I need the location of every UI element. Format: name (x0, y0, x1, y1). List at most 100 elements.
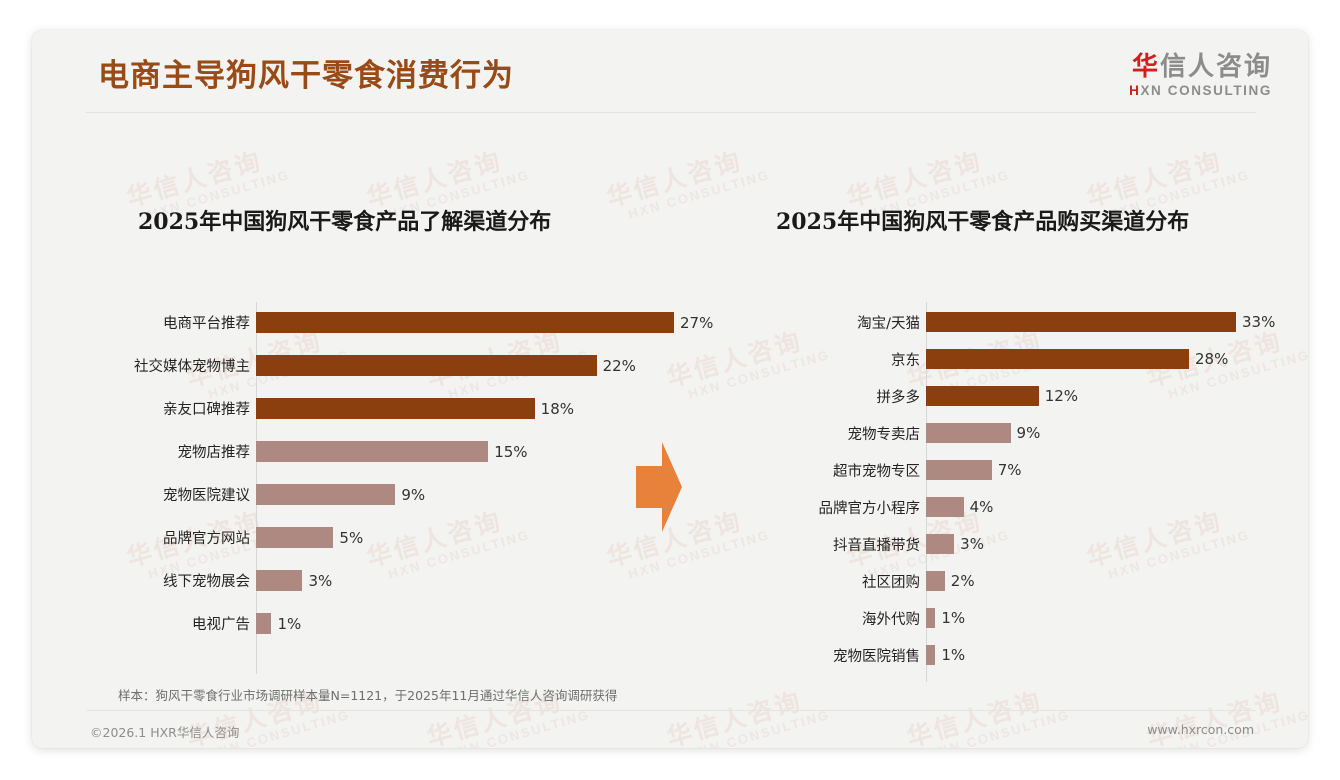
bar-track: 2% (926, 571, 1288, 591)
bar-row: 社交媒体宠物博主 22% (128, 355, 728, 376)
bar-category-label: 社交媒体宠物博主 (134, 359, 250, 375)
bar[interactable] (926, 608, 936, 628)
bar[interactable] (256, 398, 535, 419)
bar-row: 超市宠物专区 7% (778, 460, 1288, 480)
bar-value-label: 3% (960, 535, 984, 553)
bar[interactable] (926, 349, 1190, 369)
bar[interactable] (926, 645, 936, 665)
bar-value-label: 33% (1242, 313, 1276, 331)
watermark-chinese: 华信人咨询 (1083, 147, 1226, 213)
bar-track: 27% (256, 312, 728, 333)
chart-title-purchase: 2025年中国狗风干零食产品购买渠道分布 (776, 209, 1190, 235)
slide-footer: ©2026.1 HXR华信人咨询 www.hxrcon.com (32, 716, 1308, 748)
bar-track: 33% (926, 312, 1288, 332)
bar-category-label: 淘宝/天猫 (857, 315, 920, 332)
slide-card: 华信人咨询 HXN CONSULTING 华信人咨询 HXN CONSULTING 华信… (32, 30, 1308, 748)
bar-chart-purchase-channels: 淘宝/天猫 33% 京东 28% 拼多多 12% 宠物专卖店 9% 超市宠物专区 7% 品牌官方小程… (778, 302, 1288, 682)
bar-category-label: 抖音直播带货 (833, 537, 920, 554)
bar-value-label: 18% (540, 399, 574, 418)
bar[interactable] (256, 613, 272, 634)
bar-category-label: 宠物店推荐 (177, 445, 251, 461)
bar-track: 1% (926, 608, 1288, 628)
bar-category-label: 电视广告 (192, 617, 250, 633)
bar-value-label: 9% (401, 485, 426, 504)
bar[interactable] (926, 386, 1039, 406)
bar-category-label: 超市宠物专区 (833, 463, 920, 480)
footer-divider (86, 710, 1256, 711)
bar-value-label: 2% (950, 572, 975, 590)
watermark-english: HXN CONSULTING (626, 166, 772, 222)
bar[interactable] (256, 312, 674, 333)
bar-row: 宠物专卖店 9% (778, 423, 1288, 443)
bar-value-label: 1% (277, 614, 302, 633)
logo-cn-highlight: 华 (1131, 52, 1160, 82)
website-url[interactable]: www.hxrcon.com (1147, 722, 1254, 737)
watermark-chinese: 华信人咨询 (843, 147, 986, 213)
watermark-chinese: 华信人咨询 (363, 147, 506, 213)
bar-track: 15% (256, 441, 728, 462)
bar-row: 品牌官方网站 5% (128, 527, 728, 548)
bar-track: 9% (256, 484, 728, 505)
copyright-text: ©2026.1 HXR华信人咨询 (90, 725, 240, 740)
slide-header: 电商主导狗风干零食消费行为 华信人咨询 HXN CONSULTING (32, 30, 1308, 112)
bar-category-label: 线下宠物展会 (163, 574, 250, 590)
bar[interactable] (926, 497, 964, 517)
bar-row: 宠物店推荐 15% (128, 441, 728, 462)
sample-note: 样本：狗风干零食行业市场调研样本量N=1121，于2025年11月通过华信人咨询… (118, 688, 618, 703)
bar[interactable] (256, 527, 334, 548)
bar-category-label: 宠物医院建议 (163, 488, 250, 504)
bar-category-label: 宠物医院销售 (833, 648, 920, 665)
bar-row: 亲友口碑推荐 18% (128, 398, 728, 419)
bar-row: 品牌官方小程序 4% (778, 497, 1288, 517)
bar-category-label: 宠物专卖店 (847, 426, 921, 443)
bar-track: 12% (926, 386, 1288, 406)
bar-track: 3% (256, 570, 728, 591)
bar[interactable] (256, 355, 597, 376)
bar-category-label: 品牌官方小程序 (818, 500, 921, 517)
bar-value-label: 3% (308, 571, 333, 590)
bar-row: 海外代购 1% (778, 608, 1288, 628)
bar[interactable] (926, 312, 1236, 332)
bar-value-label: 1% (941, 609, 966, 627)
logo-chinese-text: 华信人咨询 (1129, 52, 1272, 82)
logo-en-highlight: H (1129, 83, 1141, 99)
bar-category-label: 京东 (891, 352, 920, 369)
bar-value-label: 22% (602, 356, 636, 375)
bar[interactable] (256, 570, 303, 591)
bar-track: 1% (926, 645, 1288, 665)
bar-value-label: 1% (941, 646, 966, 664)
chart-axis-line (926, 302, 927, 682)
bar[interactable] (256, 484, 396, 505)
bar-track: 1% (256, 613, 728, 634)
bar[interactable] (256, 441, 489, 462)
bar-track: 9% (926, 423, 1288, 443)
bar-value-label: 7% (997, 461, 1022, 479)
bar-value-label: 9% (1016, 424, 1041, 442)
bar[interactable] (926, 571, 945, 591)
bar[interactable] (926, 460, 992, 480)
bar-value-label: 12% (1044, 387, 1079, 405)
bar-row: 拼多多 12% (778, 386, 1288, 406)
bar[interactable] (926, 534, 955, 554)
bar-category-label: 海外代购 (862, 611, 920, 628)
page-title: 电商主导狗风干零食消费行为 (98, 58, 514, 94)
bar-row: 淘宝/天猫 33% (778, 312, 1288, 332)
bar-track: 7% (926, 460, 1288, 480)
bar-row: 宠物医院建议 9% (128, 484, 728, 505)
bar-value-label: 4% (969, 498, 994, 516)
bar-category-label: 社区团购 (862, 574, 920, 591)
bar-track: 4% (926, 497, 1288, 517)
flow-arrow-icon (636, 442, 682, 532)
bar-row: 宠物医院销售 1% (778, 645, 1288, 665)
bar-row: 社区团购 2% (778, 571, 1288, 591)
logo-en-rest: XN CONSULTING (1140, 83, 1272, 99)
chart-title-awareness: 2025年中国狗风干零食产品了解渠道分布 (138, 209, 552, 235)
bar-value-label: 15% (494, 442, 528, 461)
bar-track: 3% (926, 534, 1288, 554)
bar-row: 抖音直播带货 3% (778, 534, 1288, 554)
bar-chart-awareness-channels: 电商平台推荐 27% 社交媒体宠物博主 22% 亲友口碑推荐 18% 宠物店推荐 15% 宠物医… (128, 302, 728, 674)
bar-track: 28% (926, 349, 1288, 369)
bar-track: 5% (256, 527, 728, 548)
bar[interactable] (926, 423, 1011, 443)
